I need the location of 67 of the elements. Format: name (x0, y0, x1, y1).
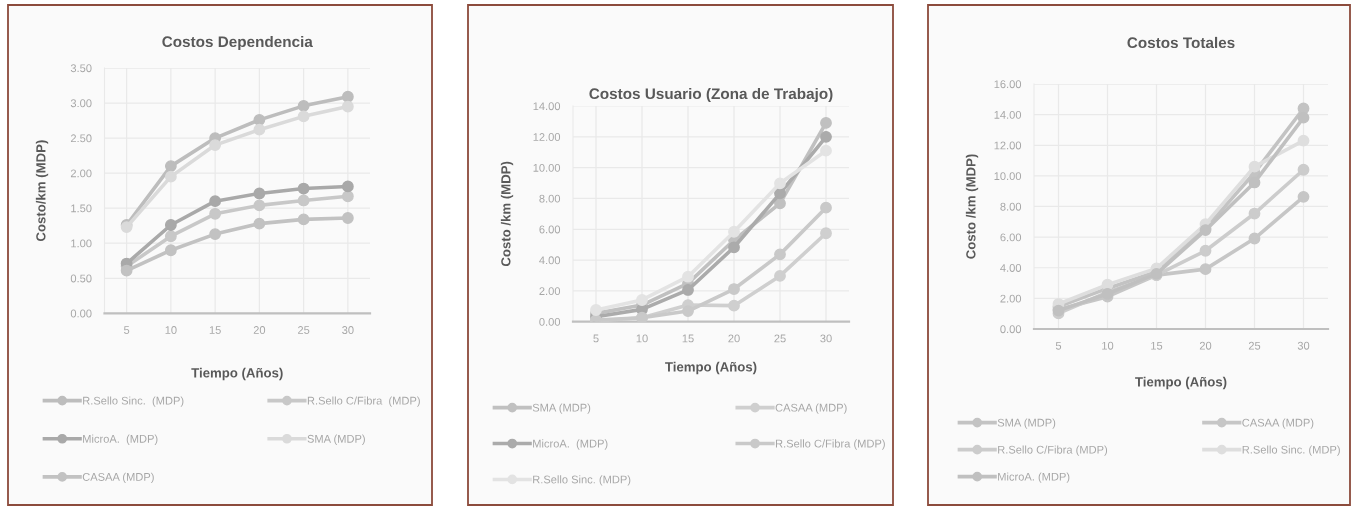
x-tick-label: 30 (342, 326, 354, 334)
legend-label: R.Sello C/Fibra (MDP) (998, 445, 1108, 456)
chart-title: Costos Totales (1127, 36, 1235, 49)
x-axis-title: Tiempo (Años) (1135, 376, 1227, 390)
legend-label: CASAA (MDP) (1242, 418, 1314, 429)
x-tick-label: 20 (1199, 341, 1212, 350)
y-tick-label: 2.50 (70, 134, 92, 143)
x-tick-label: 10 (636, 334, 648, 343)
x-tick-label: 25 (298, 326, 310, 334)
y-tick-label: 2.00 (539, 287, 561, 296)
y-tick-label: 1.50 (71, 204, 92, 213)
x-tick-label: 30 (820, 334, 832, 343)
chart-title: Costos Usuario (Zona de Trabajo) (589, 87, 833, 103)
y-tick-label: 2.00 (70, 169, 92, 178)
y-tick-label: 6.00 (539, 225, 561, 234)
x-tick-label: 15 (209, 326, 221, 334)
y-tick-label: 4.00 (539, 256, 561, 265)
x-tick-label: 20 (728, 334, 740, 343)
x-tick-label: 15 (1151, 341, 1163, 350)
y-axis-title: Costo/km (MDP) (35, 140, 49, 242)
legend-label: R.Sello Sinc. (MDP) (1242, 445, 1340, 456)
legend-label: SMA (MDP) (532, 403, 591, 414)
legend-label: MicroA. (MDP) (83, 434, 158, 445)
y-axis-title: Costo /km (MDP) (965, 154, 979, 259)
y-tick-label: 3.50 (70, 64, 92, 73)
y-tick-label: 1.00 (71, 239, 92, 248)
y-tick-label: 0.00 (70, 309, 92, 318)
x-tick-label: 5 (123, 326, 130, 334)
y-tick-label: 0.50 (70, 274, 92, 283)
y-tick-label: 14.00 (994, 110, 1022, 119)
legend-label: MicroA. (MDP) (533, 439, 608, 450)
x-tick-label: 5 (1055, 341, 1062, 350)
x-tick-label: 5 (593, 334, 599, 343)
y-tick-label: 10.00 (994, 172, 1022, 181)
x-tick-label: 25 (774, 334, 786, 343)
y-tick-label: 4.00 (1000, 264, 1022, 272)
legend-label: R.Sello C/Fibra (MDP) (307, 396, 420, 407)
y-tick-label: 0.00 (1000, 325, 1022, 334)
x-tick-label: 20 (253, 326, 266, 334)
y-tick-label: 6.00 (1000, 233, 1022, 242)
legend-label: R.Sello Sinc. (MDP) (533, 475, 631, 486)
y-tick-label: 12.00 (994, 141, 1022, 150)
x-tick-label: 10 (1102, 341, 1114, 350)
y-tick-label: 14.00 (533, 102, 561, 111)
y-tick-label: 8.00 (539, 194, 561, 203)
y-tick-label: 3.00 (70, 99, 92, 108)
y-tick-label: 10.00 (533, 163, 561, 172)
legend-label: R.Sello C/Fibra (MDP) (775, 439, 885, 450)
x-tick-label: 15 (682, 334, 694, 343)
y-tick-label: 2.00 (1000, 294, 1022, 303)
legend-label: CASAA (MDP) (82, 472, 154, 484)
legend-label: MicroA. (MDP) (998, 472, 1070, 483)
chart-title: Costos Dependencia (162, 35, 313, 51)
legend-label: R.Sello Sinc. (MDP) (83, 396, 184, 407)
legend-label: CASAA (MDP) (775, 403, 847, 414)
x-tick-label: 10 (165, 326, 177, 334)
y-tick-label: 16.00 (994, 80, 1022, 89)
legend-label: SMA (MDP) (997, 418, 1056, 429)
x-axis-title: Tiempo (Años) (191, 367, 283, 381)
y-tick-label: 8.00 (1000, 202, 1022, 211)
legend-label: SMA (MDP) (307, 434, 365, 445)
y-tick-label: 12.00 (533, 133, 561, 141)
x-tick-label: 25 (1248, 341, 1261, 350)
y-axis-title: Costo /km (MDP) (500, 161, 514, 267)
y-tick-label: 0.00 (539, 317, 561, 326)
x-axis-title: Tiempo (Años) (665, 361, 757, 375)
x-tick-label: 30 (1297, 341, 1310, 350)
